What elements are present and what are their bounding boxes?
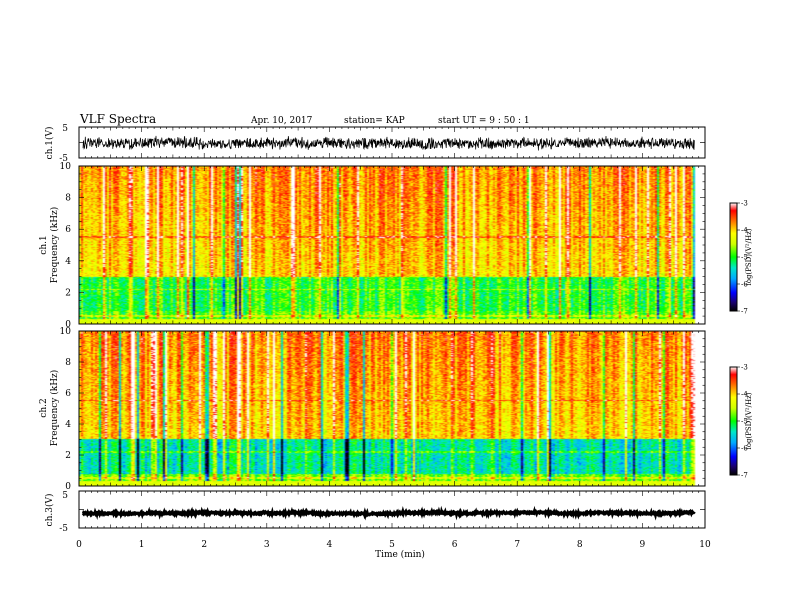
ch2-freq-tick-label: 6 [65, 389, 71, 399]
time-tick-label: 9 [640, 540, 646, 550]
time-tick-label: 6 [452, 540, 458, 550]
time-axis-label: Time (min) [375, 549, 425, 560]
ch2-spectrogram-ylabel-frequency: Frequency (kHz) [49, 370, 60, 447]
ch3-ytick-bottom: -5 [59, 524, 68, 534]
ch1-colorbar-ticks: -7 -6 -5 -4 -3 [737, 200, 748, 316]
ch1-spectrogram-ylabel-frequency: Frequency (kHz) [49, 207, 60, 284]
ch2-colorbar: -7 -6 -5 -4 -3 log(PSD)(V²/Hz) [729, 364, 753, 480]
ch1-waveform-ticks [78, 126, 706, 159]
ch2-cb-tick-label: -6 [741, 445, 748, 453]
ch1-ytick-top: 5 [62, 124, 68, 134]
ch2-colorbar-label: log(PSD)(V²/Hz) [745, 392, 753, 449]
ch1-cb-tick-label: -4 [741, 227, 748, 235]
time-tick-label: 8 [577, 540, 583, 550]
ch1-waveform-line [82, 135, 695, 151]
ch2-freq-tick-label: 2 [65, 451, 71, 461]
ch1-freq-tick-label: 10 [60, 162, 72, 172]
ch3-waveform-trace [81, 505, 696, 521]
ch2-frequency-tick-labels: 0 2 4 6 8 10 [60, 327, 72, 492]
ch2-cb-tick-label: -3 [741, 364, 748, 372]
time-tick-label: 1 [139, 540, 145, 550]
ch1-cb-tick-label: -7 [741, 308, 748, 316]
date-label: Apr. 10, 2017 [250, 116, 313, 126]
ch2-cb-tick-label: -4 [741, 391, 748, 399]
ch1-frequency-tick-labels: 0 2 4 6 8 10 [60, 162, 72, 330]
ch1-colorbar-gradient [730, 203, 737, 311]
ch3-ytick-top: 5 [62, 491, 68, 501]
ch2-cb-tick-label: -5 [741, 418, 748, 426]
ch2-colorbar-gradient [730, 367, 737, 475]
ch1-cb-tick-label: -6 [741, 281, 748, 289]
time-tick-label: 4 [327, 540, 333, 550]
time-tick-label: 2 [201, 540, 207, 550]
ch2-freq-tick-label: 10 [60, 327, 72, 337]
ch3-waveform-ylabel: ch.3(V) [44, 494, 55, 527]
time-tick-label: 3 [264, 540, 270, 550]
ch1-freq-tick-label: 4 [65, 257, 71, 267]
ch1-freq-tick-label: 8 [65, 194, 71, 204]
time-tick-label: 5 [389, 540, 395, 550]
ch1-waveform-trace [82, 135, 695, 151]
ch1-colorbar: -7 -6 -5 -4 -3 log(PSD)(V²/Hz) [729, 200, 753, 316]
ch1-spectrogram-image [79, 166, 705, 324]
time-tick-label: 7 [514, 540, 520, 550]
ch2-freq-tick-label: 0 [65, 482, 71, 492]
ch1-spectrogram-ticks [78, 165, 706, 325]
time-tick-label: 0 [76, 540, 82, 550]
ch1-waveform-ylabel: ch.1(V) [44, 127, 55, 160]
ch1-waveform-panel: 5 -5 ch.1(V) [44, 124, 706, 164]
ch1-colorbar-label: log(PSD)(V²/Hz) [745, 228, 753, 285]
station-label: station= KAP [344, 116, 405, 126]
ch1-freq-tick-label: 6 [65, 225, 71, 235]
time-tick-label: 10 [699, 540, 711, 550]
ch1-cb-tick-label: -5 [741, 254, 748, 262]
ch3-waveform-panel: 5 -5 ch.3(V) [44, 490, 706, 534]
ch2-colorbar-ticks: -7 -6 -5 -4 -3 [737, 364, 748, 480]
figure-title: VLF Spectra [79, 112, 156, 126]
ch1-freq-tick-label: 0 [65, 320, 71, 330]
ch1-spectrogram-ylabel-channel: ch.1 [39, 235, 49, 254]
ch2-freq-tick-label: 4 [65, 420, 71, 430]
start-time-label: start UT = 9 : 50 : 1 [438, 116, 530, 126]
ch3-waveform-ticks [78, 490, 706, 529]
ch2-spectrogram-panel: 0 2 4 6 8 10 ch.2 Frequency (kHz) [39, 327, 706, 492]
ch1-spectrogram-panel: 0 2 4 6 8 10 ch.1 Frequency (kHz) [39, 162, 706, 330]
ch1-freq-tick-label: 2 [65, 288, 71, 298]
ch1-ytick-bottom: -5 [59, 154, 68, 164]
ch2-spectrogram-image [79, 331, 705, 486]
ch2-cb-tick-label: -7 [741, 472, 748, 480]
ch2-spectrogram-ylabel-channel: ch.2 [39, 398, 49, 417]
ch1-cb-tick-label: -3 [741, 200, 748, 208]
ch3-waveform-line [81, 505, 696, 521]
time-axis-tick-labels: 0 1 2 3 4 5 6 7 8 9 10 [76, 540, 711, 550]
ch2-freq-tick-label: 8 [65, 358, 71, 368]
ch2-spectrogram-ticks [78, 330, 706, 487]
